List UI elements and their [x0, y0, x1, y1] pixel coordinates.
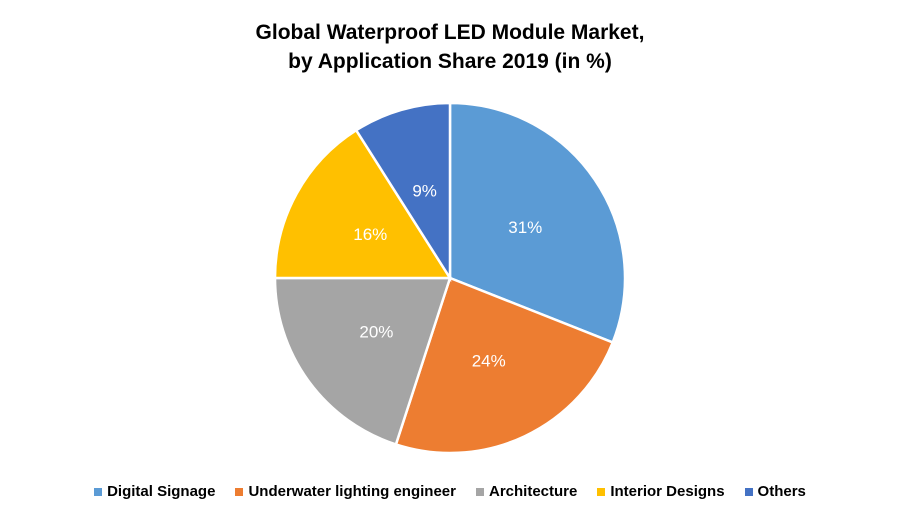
pie-slice-1 — [394, 276, 615, 455]
legend-item-2: Architecture — [475, 483, 578, 500]
legend-swatch — [744, 487, 753, 496]
legend-label: Underwater lighting engineer — [248, 483, 456, 500]
legend-item-0: Digital Signage — [94, 483, 215, 500]
legend-swatch — [94, 487, 103, 496]
data-label-0: 31% — [508, 218, 542, 237]
title-line-1: Global Waterproof LED Module Market, — [255, 21, 645, 44]
legend: Digital Signage Underwater lighting engin… — [0, 483, 900, 500]
pie-slice-2 — [273, 276, 452, 447]
data-label-2: 20% — [359, 322, 393, 341]
legend-swatch — [475, 487, 484, 496]
legend-item-4: Others — [744, 483, 806, 500]
legend-swatch — [235, 487, 244, 496]
pie-slice-0 — [448, 101, 627, 345]
legend-item-1: Underwater lighting engineer — [235, 483, 456, 500]
data-label-3: 16% — [353, 225, 387, 244]
legend-label: Digital Signage — [107, 483, 216, 500]
legend-label: Others — [757, 483, 806, 500]
legend-swatch — [597, 487, 606, 496]
data-label-4: 9% — [412, 182, 437, 201]
pie-slice-3 — [273, 128, 453, 280]
chart-title: Global Waterproof LED Module Market, by … — [0, 18, 900, 76]
title-line-2: by Application Share 2019 (in %) — [288, 50, 612, 73]
pie-slice-4 — [354, 101, 452, 283]
legend-label: Architecture — [488, 483, 578, 500]
data-label-1: 24% — [472, 351, 506, 370]
legend-item-3: Interior Designs — [597, 483, 725, 500]
legend-label: Interior Designs — [610, 483, 725, 500]
